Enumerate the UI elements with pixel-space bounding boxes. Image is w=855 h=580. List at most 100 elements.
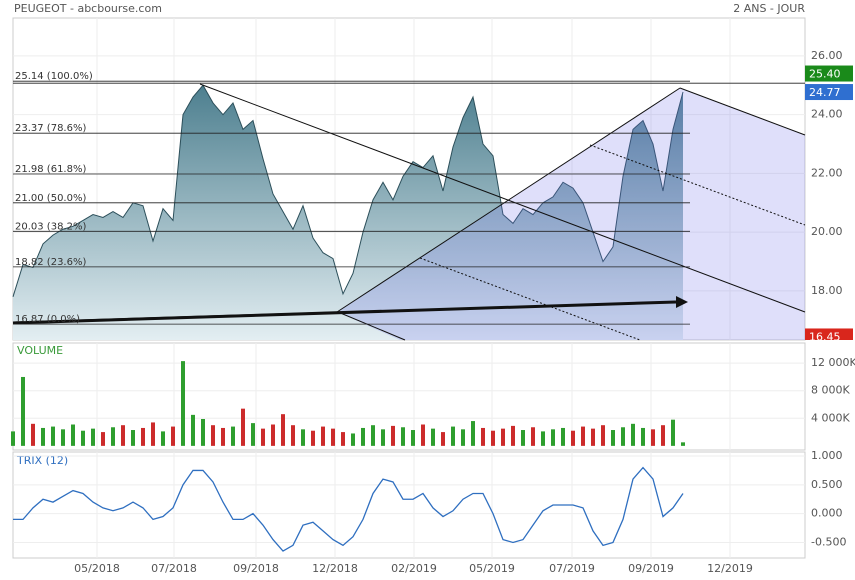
volume-bar: [441, 432, 445, 446]
volume-bar: [301, 429, 305, 446]
volume-bar: [611, 430, 615, 446]
fib-label: 18.82 (23.6%): [15, 257, 86, 268]
volume-bar: [411, 430, 415, 446]
volume-bar: [651, 429, 655, 446]
last-value-box: [805, 328, 853, 340]
fib-label: 25.14 (100.0%): [15, 71, 93, 82]
trend-line: [679, 87, 806, 136]
chart-title: PEUGEOT - abcbourse.com: [14, 2, 162, 15]
y-tick-label: 12 000K: [811, 356, 855, 369]
last-value-box: [805, 65, 853, 82]
volume-bar: [231, 426, 235, 446]
fib-label: 21.98 (61.8%): [15, 164, 86, 175]
trend-line: [337, 311, 406, 341]
y-tick-label: 1.000: [811, 449, 843, 462]
volume-bar: [481, 427, 485, 446]
volume-bar: [521, 430, 525, 446]
volume-bar: [281, 414, 285, 446]
volume-bar: [221, 427, 225, 446]
volume-bar: [191, 414, 195, 446]
volume-bar: [241, 408, 245, 446]
volume-bar: [451, 426, 455, 446]
volume-bar: [341, 432, 345, 446]
volume-bar: [461, 429, 465, 446]
volume-bar: [171, 426, 175, 446]
volume-bar: [681, 442, 685, 446]
fib-label: 16.87 (0.0%): [15, 314, 80, 325]
y-tick-label: 24.00: [811, 108, 843, 121]
volume-bar: [61, 429, 65, 446]
x-tick-label: 09/2018: [233, 562, 279, 575]
volume-bar: [11, 431, 15, 446]
volume-bar: [641, 427, 645, 446]
arrow-head: [676, 296, 688, 308]
volume-bar: [211, 425, 215, 446]
x-tick-label: 02/2019: [391, 562, 437, 575]
price-area: [13, 85, 683, 340]
volume-bar: [361, 427, 365, 446]
volume-bar: [431, 428, 435, 446]
y-tick-label: -0.500: [811, 535, 846, 548]
volume-bar: [541, 431, 545, 446]
volume-bar: [391, 425, 395, 446]
volume-bar: [311, 430, 315, 446]
volume-bar: [571, 430, 575, 446]
last-value-label: 513.0K: [809, 436, 848, 449]
volume-bar: [321, 426, 325, 446]
volume-bar: [91, 428, 95, 446]
volume-bar: [671, 419, 675, 446]
volume-bar: [591, 428, 595, 446]
fib-label: 20.03 (38.2%): [15, 221, 86, 232]
volume-bar: [351, 433, 355, 446]
y-tick-label: 0.500: [811, 478, 843, 491]
volume-bar: [71, 424, 75, 446]
volume-bar: [21, 376, 25, 446]
volume-bar: [31, 423, 35, 446]
volume-bar: [501, 428, 505, 446]
channel-shade: [337, 88, 805, 340]
volume-bar: [581, 426, 585, 446]
fib-label: 21.00 (50.0%): [15, 193, 86, 204]
volume-bar: [381, 429, 385, 446]
y-tick-label: 8 000K: [811, 384, 850, 397]
volume-bar: [601, 425, 605, 446]
last-value-box: [805, 434, 853, 450]
price-line: [12, 84, 684, 297]
volume-bar: [151, 422, 155, 446]
volume-bar: [111, 427, 115, 446]
volume-bar: [51, 426, 55, 446]
volume-bar: [181, 361, 185, 446]
period: 2 ANS - JOUR: [733, 2, 805, 15]
x-tick-label: 12/2019: [707, 562, 753, 575]
x-tick-label: 07/2018: [151, 562, 197, 575]
x-tick-label: 12/2018: [312, 562, 358, 575]
volume-bar: [531, 427, 535, 446]
volume-bar: [141, 427, 145, 446]
trix-line: [13, 466, 684, 552]
volume-bar: [251, 423, 255, 446]
volume-bar: [131, 430, 135, 446]
volume-bar: [41, 427, 45, 446]
volume-bar: [471, 421, 475, 446]
volume-bar: [631, 423, 635, 446]
y-tick-label: 22.00: [811, 166, 843, 179]
panel-title: VOLUME: [17, 344, 63, 357]
volume-bar: [331, 428, 335, 446]
volume-bar: [371, 425, 375, 446]
volume-bar: [661, 425, 665, 446]
volume-bar: [421, 424, 425, 446]
y-tick-label: 20.00: [811, 225, 843, 238]
volume-bar: [621, 427, 625, 446]
volume-bar: [271, 424, 275, 446]
volume-bar: [291, 425, 295, 446]
volume-bar: [491, 430, 495, 446]
last-value-label: 24.77: [809, 86, 841, 99]
volume-bar: [401, 427, 405, 446]
y-tick-label: 4 000K: [811, 411, 850, 424]
trend-line: [12, 300, 677, 325]
trend-line: [199, 83, 806, 313]
last-value-box: [805, 84, 853, 101]
volume-bar: [511, 425, 515, 446]
x-tick-label: 07/2019: [549, 562, 595, 575]
